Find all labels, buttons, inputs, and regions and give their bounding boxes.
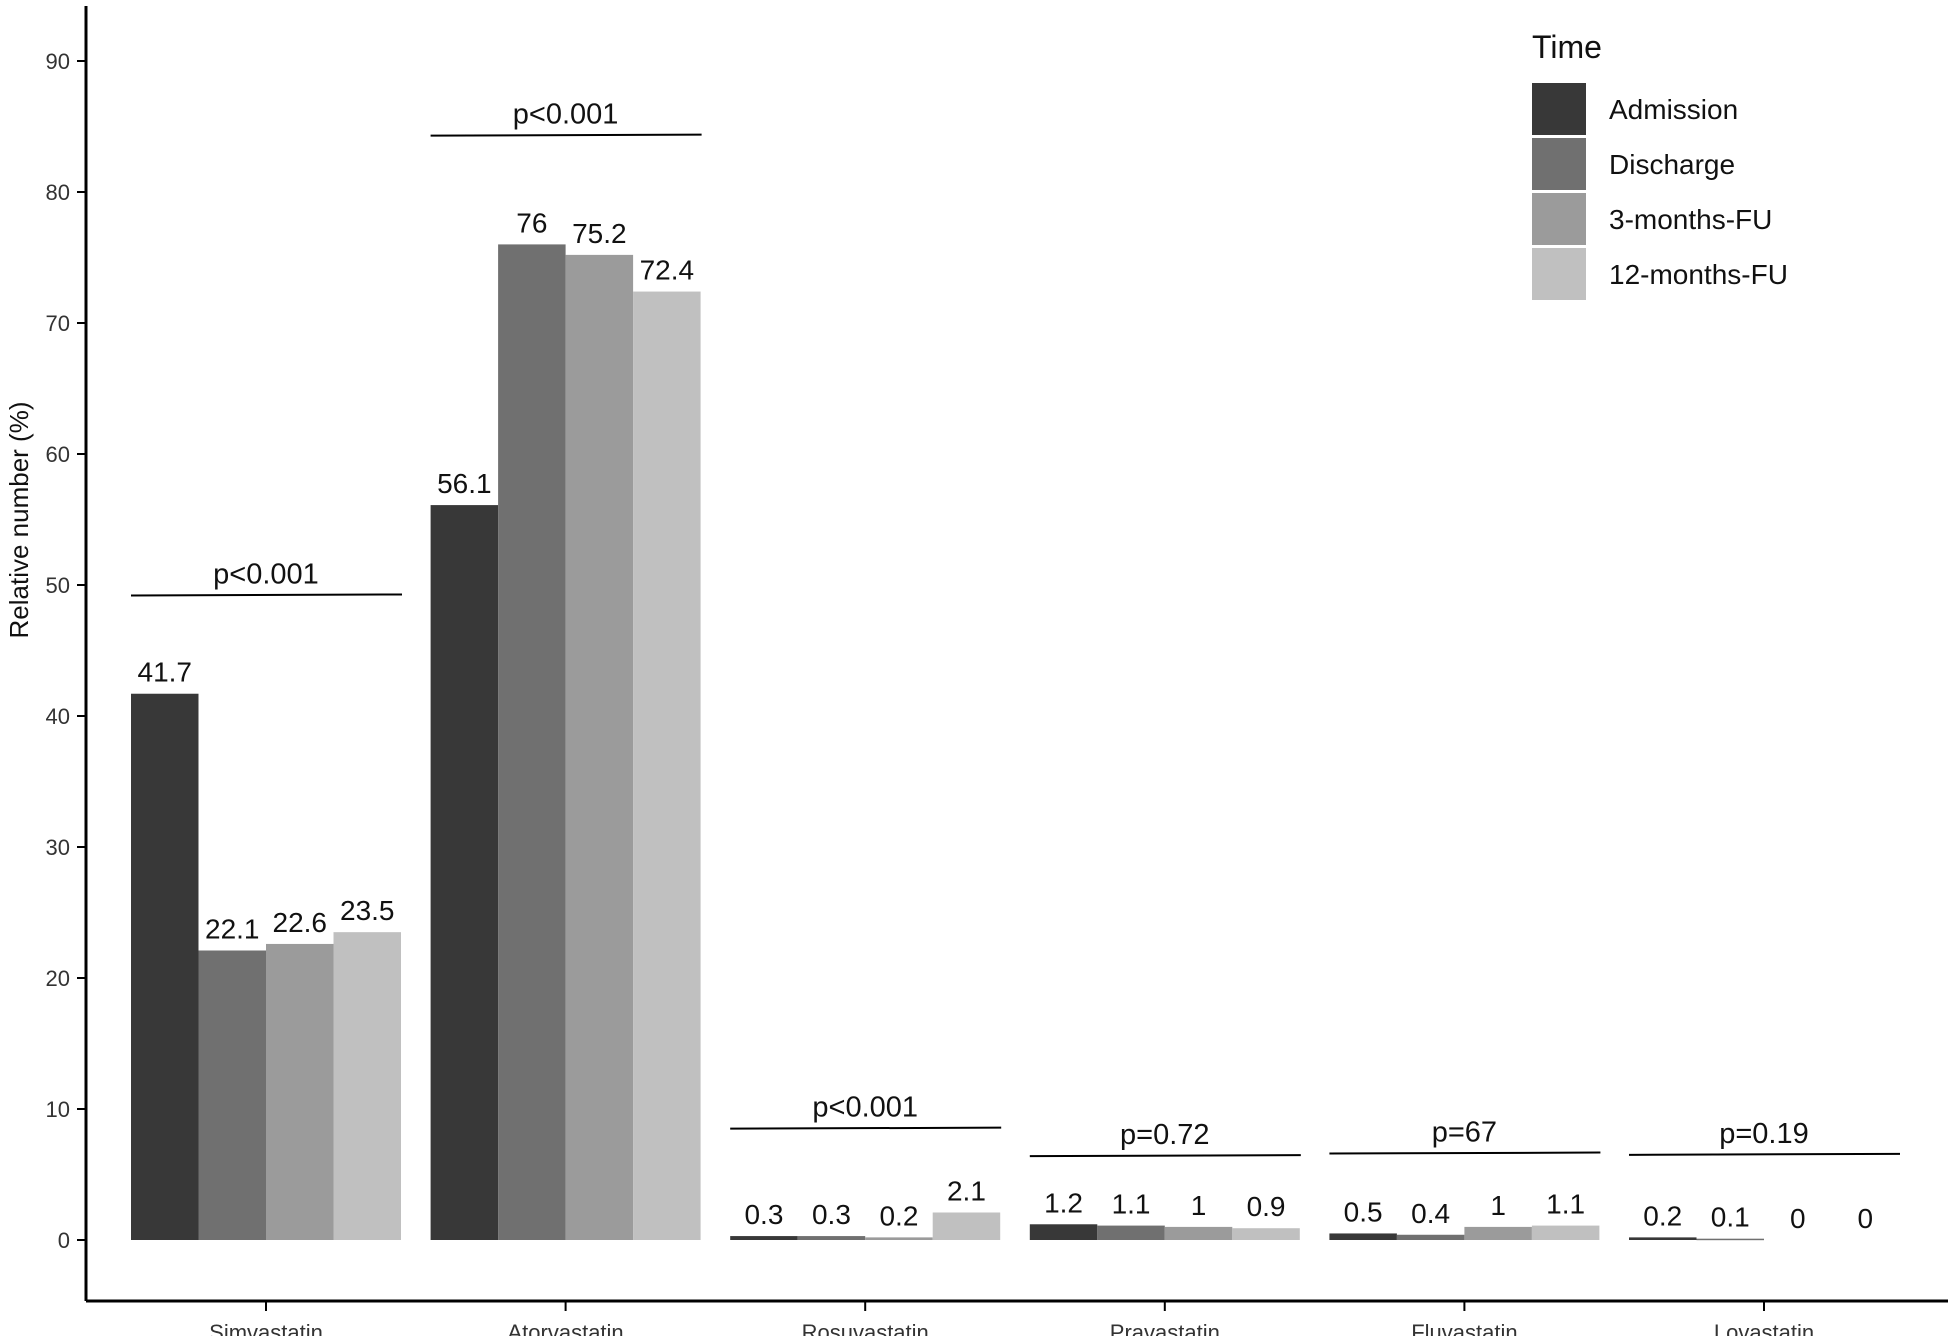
legend-label: Admission	[1609, 94, 1738, 125]
bar-value-label: 75.2	[572, 218, 627, 249]
axes	[84, 6, 1948, 1303]
bar	[797, 1236, 866, 1240]
x-tick-label: Fluvastatin	[1411, 1320, 1517, 1336]
bar-value-label: 1.2	[1044, 1187, 1083, 1218]
x-tick-label: Rosuvastatin	[802, 1320, 929, 1336]
y-tick-label: 80	[46, 180, 70, 205]
y-tick-label: 60	[46, 442, 70, 467]
bar	[198, 950, 266, 1240]
legend: Time Admission Discharge 3-months-FU 12-mon…	[1532, 29, 1788, 300]
bar-value-label: 0.3	[812, 1199, 851, 1230]
bar-value-labels: 41.7 22.1 22.6 23.5 56.1 76 75.2 72.4 0.3 0.3 0.2 2…	[138, 207, 1874, 1234]
bar-value-label: 56.1	[437, 468, 492, 499]
bar-value-label: 0	[1857, 1203, 1873, 1234]
p-value-label: p<0.001	[812, 1092, 918, 1124]
bar-value-label: 0.2	[1643, 1200, 1682, 1231]
bars	[131, 244, 1764, 1241]
x-tick-label: Atorvastatin	[508, 1320, 624, 1336]
legend-label: Discharge	[1609, 149, 1735, 180]
bar	[1097, 1225, 1165, 1240]
bar-value-label: 0.9	[1247, 1191, 1286, 1222]
p-value-bracket	[730, 1126, 1002, 1130]
p-value-bracket	[1329, 1151, 1601, 1155]
y-tick-label: 10	[46, 1097, 70, 1122]
bar-value-label: 76	[516, 207, 547, 238]
bar-value-label: 0.1	[1711, 1202, 1750, 1233]
y-tick-label: 0	[58, 1228, 70, 1253]
x-tick-label: Lovastatin	[1714, 1320, 1814, 1336]
bar-value-label: 1	[1191, 1190, 1207, 1221]
p-value-label: p=0.72	[1120, 1119, 1210, 1151]
bar-value-label: 0.2	[879, 1200, 918, 1231]
bar	[565, 254, 634, 1240]
y-axis-ticks: 0 10 20 30 40 50 60 70 80 90	[46, 49, 86, 1253]
bar-value-label: 72.4	[640, 255, 695, 286]
bar-value-label: 22.1	[205, 913, 260, 944]
bar	[1531, 1225, 1600, 1240]
bar	[1696, 1238, 1764, 1241]
bar	[932, 1212, 1001, 1240]
legend-label: 3-months-FU	[1609, 204, 1772, 235]
bar	[865, 1237, 933, 1240]
bar	[730, 1236, 798, 1240]
bar	[1464, 1226, 1532, 1240]
bar-value-label: 1.1	[1112, 1189, 1151, 1220]
x-axis-ticks: Simvastatin Atorvastatin Rosuvastatin Prava…	[209, 1301, 1814, 1336]
legend-key	[1532, 193, 1586, 245]
p-value-bracket	[1029, 1154, 1301, 1158]
legend-key	[1532, 248, 1586, 300]
bar-value-label: 2.1	[947, 1175, 986, 1206]
legend-title: Time	[1532, 29, 1602, 65]
p-value-label: p<0.001	[513, 99, 619, 131]
p-value-bracket	[430, 133, 702, 137]
bar	[1232, 1228, 1300, 1240]
y-tick-label: 40	[46, 704, 70, 729]
bar	[1029, 1224, 1098, 1240]
p-value-annotations: p<0.001 p<0.001 p<0.001 p=0.72 p=67 p=0.19	[130, 99, 1901, 1158]
bar-value-label: 41.7	[138, 657, 193, 688]
bar	[498, 244, 566, 1240]
bar	[333, 932, 401, 1240]
p-value-label: p=0.19	[1719, 1118, 1809, 1150]
p-value-bracket	[1628, 1152, 1901, 1156]
bar-value-label: 1.1	[1546, 1189, 1585, 1220]
bar	[430, 505, 499, 1241]
legend-key	[1532, 138, 1586, 190]
bar-value-label: 0.3	[744, 1199, 783, 1230]
y-tick-label: 30	[46, 835, 70, 860]
x-tick-label: Simvastatin	[209, 1320, 323, 1336]
legend-label: 12-months-FU	[1609, 259, 1788, 290]
bar	[633, 291, 701, 1240]
y-tick-label: 70	[46, 311, 70, 336]
bar	[131, 693, 199, 1240]
p-value-label: p=67	[1432, 1117, 1497, 1149]
bar-value-label: 22.6	[273, 907, 328, 938]
bar-value-label: 1	[1490, 1190, 1506, 1221]
x-tick-label: Pravastatin	[1110, 1320, 1220, 1336]
bar-value-label: 0	[1790, 1203, 1806, 1234]
p-value-label: p<0.001	[213, 558, 319, 590]
y-tick-label: 20	[46, 966, 70, 991]
bar	[1396, 1234, 1465, 1240]
bar	[1164, 1226, 1233, 1240]
bar-value-label: 23.5	[340, 895, 395, 926]
bar	[1629, 1237, 1697, 1240]
y-tick-label: 90	[46, 49, 70, 74]
bar	[266, 943, 334, 1240]
bar	[1329, 1233, 1397, 1240]
legend-key	[1532, 83, 1586, 135]
y-axis-title: Relative number (%)	[4, 402, 34, 639]
bar-value-label: 0.5	[1344, 1196, 1383, 1227]
bar-value-label: 0.4	[1411, 1198, 1450, 1229]
y-tick-label: 50	[46, 573, 70, 598]
p-value-bracket	[130, 593, 403, 597]
